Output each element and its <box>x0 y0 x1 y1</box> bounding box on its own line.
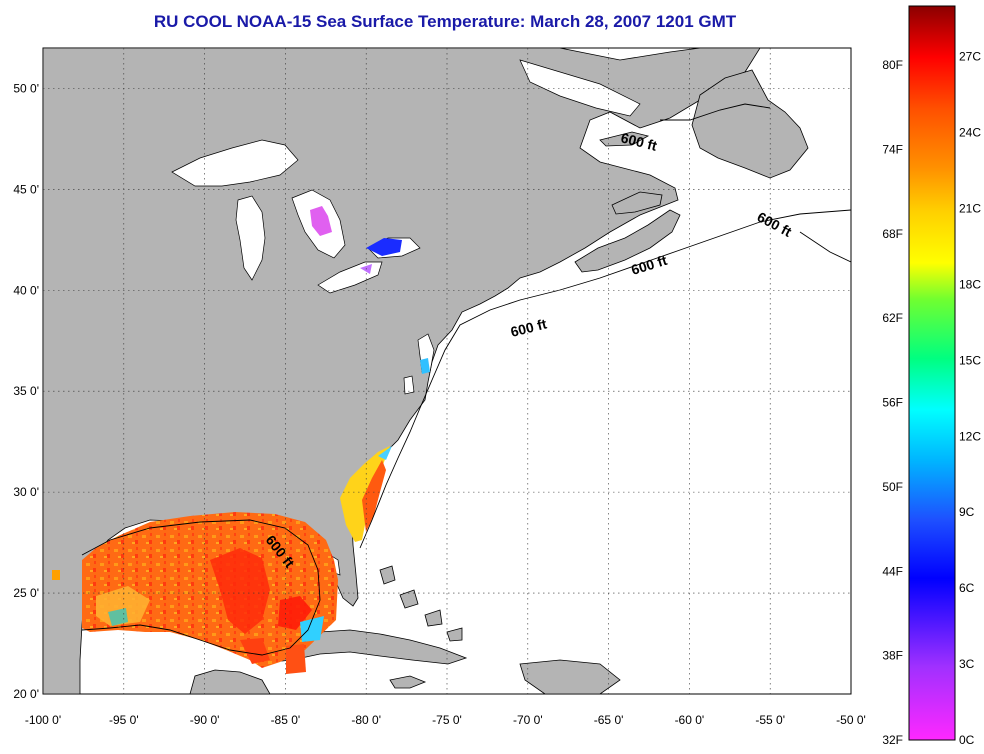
lon-tick-label: -55 0' <box>755 713 785 727</box>
lat-tick-label: 30 0' <box>13 485 39 499</box>
lon-tick-label: -65 0' <box>594 713 624 727</box>
colorbar-f-labels: 32F 38F 44F 50F 56F 62F 68F 74F 80F <box>882 58 903 747</box>
sst-gulf-of-mexico <box>52 512 338 674</box>
lon-tick-labels: -100 0' -95 0' -90 0' -85 0' -80 0' -75 0' -70… <box>25 713 866 727</box>
lat-tick-label: 35 0' <box>13 384 39 398</box>
lon-tick-label: -85 0' <box>271 713 301 727</box>
colorbar-f-label: 44F <box>882 564 903 578</box>
colorbar-c-label: 6C <box>959 581 975 595</box>
colorbar-f-label: 74F <box>882 142 903 156</box>
lat-tick-labels: 20 0' 25 0' 30 0' 35 0' 40 0' 45 0' 50 0' <box>13 81 39 701</box>
lat-tick-label: 45 0' <box>13 182 39 196</box>
colorbar-f-label: 50F <box>882 480 903 494</box>
lon-tick-label: -90 0' <box>190 713 220 727</box>
colorbar-c-label: 24C <box>959 126 981 140</box>
colorbar-f-label: 68F <box>882 227 903 241</box>
lat-tick-label: 50 0' <box>13 81 39 95</box>
lat-tick-label: 20 0' <box>13 687 39 701</box>
colorbar-c-label: 21C <box>959 201 981 215</box>
lat-tick-label: 40 0' <box>13 283 39 297</box>
lat-tick-label: 25 0' <box>13 586 39 600</box>
lon-tick-label: -50 0' <box>836 713 866 727</box>
isobath-600ft-line <box>81 103 851 656</box>
colorbar-c-label: 9C <box>959 505 975 519</box>
colorbar-f-label: 38F <box>882 649 903 663</box>
colorbar-f-label: 62F <box>882 311 903 325</box>
colorbar-c-label: 3C <box>959 657 975 671</box>
lon-tick-label: -80 0' <box>351 713 381 727</box>
colorbar-c-label: 27C <box>959 50 981 64</box>
lon-tick-label: -100 0' <box>25 713 61 727</box>
colorbar-c-label: 15C <box>959 353 981 367</box>
colorbar-c-label: 0C <box>959 733 975 747</box>
colorbar-c-label: 18C <box>959 277 981 291</box>
colorbar-f-label: 80F <box>882 58 903 72</box>
map-title: RU COOL NOAA-15 Sea Surface Temperature:… <box>153 12 737 31</box>
lon-tick-label: -95 0' <box>109 713 139 727</box>
colorbar: 32F 38F 44F 50F 56F 62F 68F 74F 80F 0C 3C 6C 9C 12C 1… <box>882 5 981 747</box>
colorbar-c-label: 12C <box>959 429 981 443</box>
colorbar-f-label: 56F <box>882 396 903 410</box>
colorbar-f-label: 32F <box>882 733 903 747</box>
sst-florida-atlantic <box>340 446 392 542</box>
lon-tick-label: -70 0' <box>513 713 543 727</box>
colorbar-gradient <box>908 5 956 741</box>
sst-lakes-patches <box>310 206 430 374</box>
colorbar-c-labels: 0C 3C 6C 9C 12C 15C 18C 21C 24C 27C <box>959 50 981 747</box>
lon-tick-label: -75 0' <box>432 713 462 727</box>
lon-tick-label: -60 0' <box>675 713 705 727</box>
land-mass <box>43 48 809 694</box>
